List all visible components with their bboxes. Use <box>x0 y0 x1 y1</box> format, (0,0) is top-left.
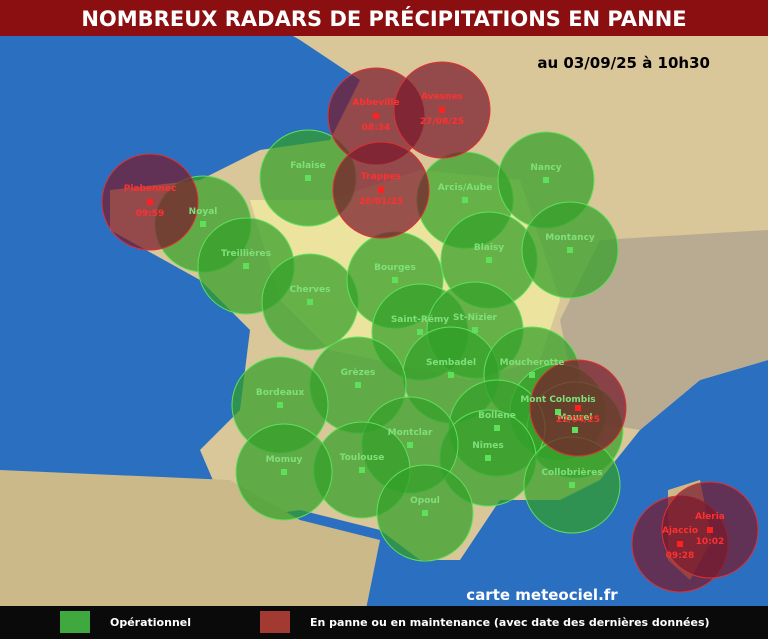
radar-name: Sembadel <box>426 358 476 368</box>
legend-swatch-operational <box>60 611 90 633</box>
radar-site <box>567 247 573 253</box>
radar-name: Avesnes <box>421 92 463 102</box>
radar-site <box>472 327 478 333</box>
radar-site <box>494 425 500 431</box>
radar-site <box>448 372 454 378</box>
radar-site <box>359 467 365 473</box>
last-data: 22/04/25 <box>556 415 600 425</box>
radar-name: Nancy <box>530 163 561 173</box>
last-data: 27/08/25 <box>420 117 464 127</box>
radar-site <box>355 382 361 388</box>
radar-name: Mont Colombis <box>520 395 595 405</box>
radar-name: St-Nizier <box>453 313 498 323</box>
radar-name: Collobrières <box>541 467 602 478</box>
radar-name: Saint-Rémy <box>391 314 449 325</box>
radar-name: Plabennec <box>124 184 177 194</box>
radar-site <box>307 299 313 305</box>
radars: Falaise Noyal Treillières Cherves Bourges Arc… <box>101 61 759 593</box>
radar-site <box>281 469 287 475</box>
legend-swatch-down <box>260 611 290 633</box>
radar-site <box>407 442 413 448</box>
radar-name: Bordeaux <box>256 388 305 398</box>
radar-name: Blaisy <box>474 243 504 253</box>
legend-label: Opérationnel <box>110 616 191 629</box>
radar-site <box>572 427 578 433</box>
radar-site <box>392 277 398 283</box>
radar-name: Trappes <box>361 172 401 182</box>
radar-site <box>243 263 249 269</box>
radar-name: Montclar <box>388 428 433 438</box>
radar-name: Aleria <box>695 512 725 522</box>
radar-name: Bourges <box>374 263 416 273</box>
radar-name: Treillières <box>221 248 271 259</box>
title: NOMBREUX RADARS DE PRÉCIPITATIONS EN PAN… <box>81 6 686 31</box>
radar-name: Momuy <box>266 455 303 465</box>
last-data: 09:59 <box>136 209 165 219</box>
radar-site <box>417 329 423 335</box>
radar-name: Cherves <box>290 285 331 295</box>
radar-name: Maurel <box>557 413 592 423</box>
radar-site <box>569 482 575 488</box>
last-data: 09:28 <box>666 551 695 561</box>
radar-site <box>486 257 492 263</box>
legend-label: En panne ou en maintenance (avec date de… <box>310 616 710 629</box>
radar-site <box>305 175 311 181</box>
radar-site <box>555 409 561 415</box>
credit: carte meteociel.fr <box>466 586 618 604</box>
radar-site <box>575 405 581 411</box>
radar-site <box>277 402 283 408</box>
radar-name: Toulouse <box>340 453 385 463</box>
timestamp: au 03/09/25 à 10h30 <box>537 54 710 72</box>
radar-name: Montancy <box>545 233 595 243</box>
last-data: 20/01/25 <box>359 197 403 207</box>
radar-site <box>543 177 549 183</box>
radar-site <box>147 199 153 205</box>
radar-site <box>200 221 206 227</box>
radar-site <box>378 187 384 193</box>
radar-site <box>485 455 491 461</box>
last-data: 08:34 <box>362 123 391 133</box>
radar-site <box>422 510 428 516</box>
radar-name: Abbeville <box>352 98 399 108</box>
radar-site <box>439 107 445 113</box>
radar-labels: Falaise Noyal Treillières Cherves Bourges Arc… <box>124 92 725 561</box>
radar-name: Noyal <box>189 207 218 217</box>
radar-name: Nîmes <box>472 441 503 451</box>
title-bar <box>0 0 768 36</box>
radar-site <box>677 541 683 547</box>
radar-name: Moucherotte <box>500 358 565 368</box>
last-data: 10:02 <box>696 537 725 547</box>
radar-name: Grèzes <box>341 367 376 378</box>
radar-name: Opoul <box>410 496 440 506</box>
radar-name: Ajaccio <box>662 526 698 536</box>
radar-name: Falaise <box>290 161 325 171</box>
legend-bar <box>0 606 768 639</box>
radar-name: Arcis/Aube <box>438 183 492 193</box>
radar-site <box>373 113 379 119</box>
radar-site <box>707 527 713 533</box>
radar-site <box>462 197 468 203</box>
radar-name: Bollène <box>478 410 516 421</box>
radar-site <box>529 372 535 378</box>
